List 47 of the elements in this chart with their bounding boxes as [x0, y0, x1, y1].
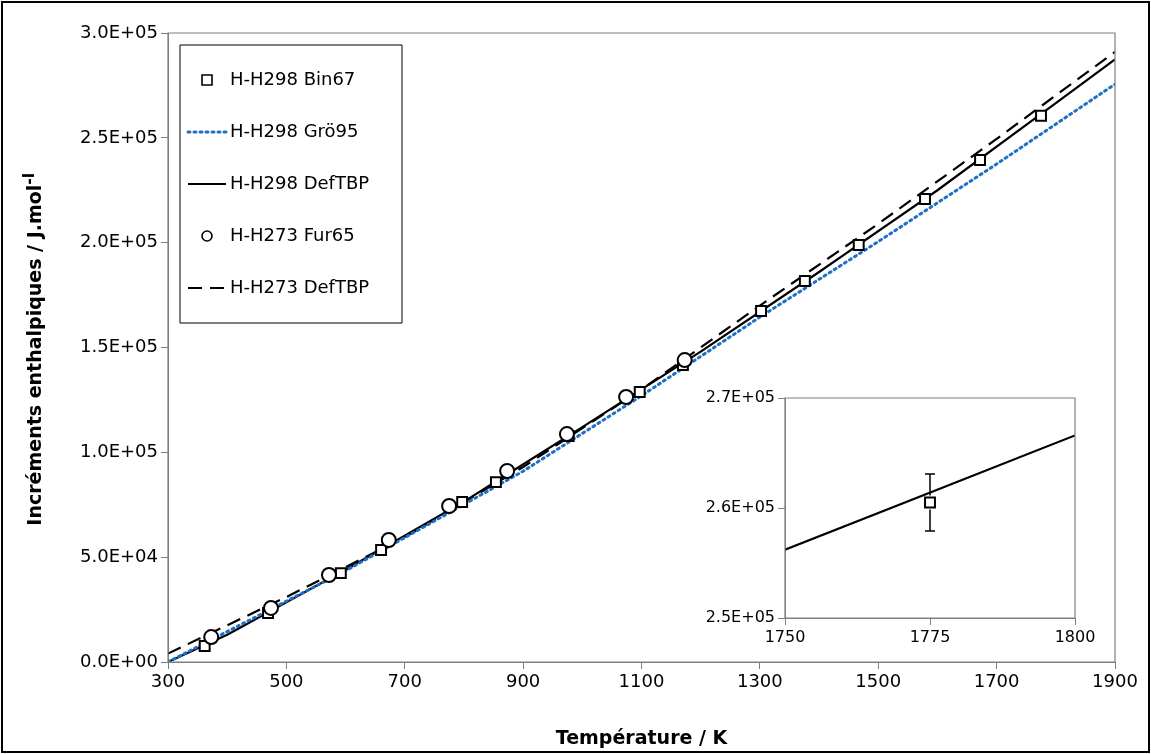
y-tick-label: 3.0E+05 — [80, 20, 158, 42]
point — [919, 193, 931, 206]
x-tick-label: 1500 — [855, 670, 902, 692]
point — [203, 629, 220, 646]
point — [633, 386, 646, 398]
point — [974, 154, 986, 167]
legend-label: H-H273 DefTBP — [230, 275, 370, 297]
x-tick-label: 1300 — [736, 670, 783, 692]
point — [456, 496, 469, 508]
x-tick-label: 500 — [269, 670, 304, 692]
point — [380, 531, 397, 548]
x-tick-label: 1700 — [973, 670, 1020, 692]
x-tick-label: 1800 — [1054, 626, 1096, 646]
x-axis-title: Température / K — [555, 725, 729, 748]
point — [334, 567, 347, 580]
point — [441, 498, 458, 515]
x-tick-label: 700 — [387, 670, 422, 692]
legend-label: H-H298 Bin67 — [230, 67, 356, 89]
legend-label: H-H273 Fur65 — [230, 223, 355, 245]
point — [618, 388, 635, 405]
y-tick-label: 2.6E+05 — [705, 497, 775, 517]
x-tick-label: 300 — [150, 670, 186, 692]
point — [499, 462, 516, 479]
legend-label: H-H298 Grö95 — [230, 119, 359, 141]
x-tick-label: 1100 — [618, 670, 665, 692]
point — [676, 352, 693, 369]
point — [320, 566, 337, 583]
point — [262, 599, 279, 616]
y-tick-label: 2.5E+05 — [705, 607, 775, 627]
point — [375, 544, 388, 556]
point — [852, 239, 865, 251]
legend-label: H-H298 DefTBP — [230, 171, 370, 193]
y-tick-label: 1.0E+05 — [80, 440, 158, 462]
point — [755, 305, 768, 317]
x-tick-label: 1775 — [909, 626, 951, 646]
x-tick-label: 1900 — [1092, 670, 1138, 692]
point — [1035, 109, 1047, 122]
y-tick-label: 2.7E+05 — [705, 387, 775, 407]
y-tick-label: 0.0E+00 — [80, 649, 158, 671]
y-tick-label: 2.5E+05 — [80, 125, 158, 147]
point — [798, 275, 811, 287]
y-tick-label: 5.0E+04 — [80, 544, 158, 566]
y-tick-label: 1.5E+05 — [80, 335, 158, 357]
x-tick-label: 1750 — [764, 626, 806, 646]
point — [489, 476, 502, 489]
x-tick-label: 900 — [505, 670, 541, 692]
y-tick-label: 2.0E+05 — [80, 230, 158, 252]
